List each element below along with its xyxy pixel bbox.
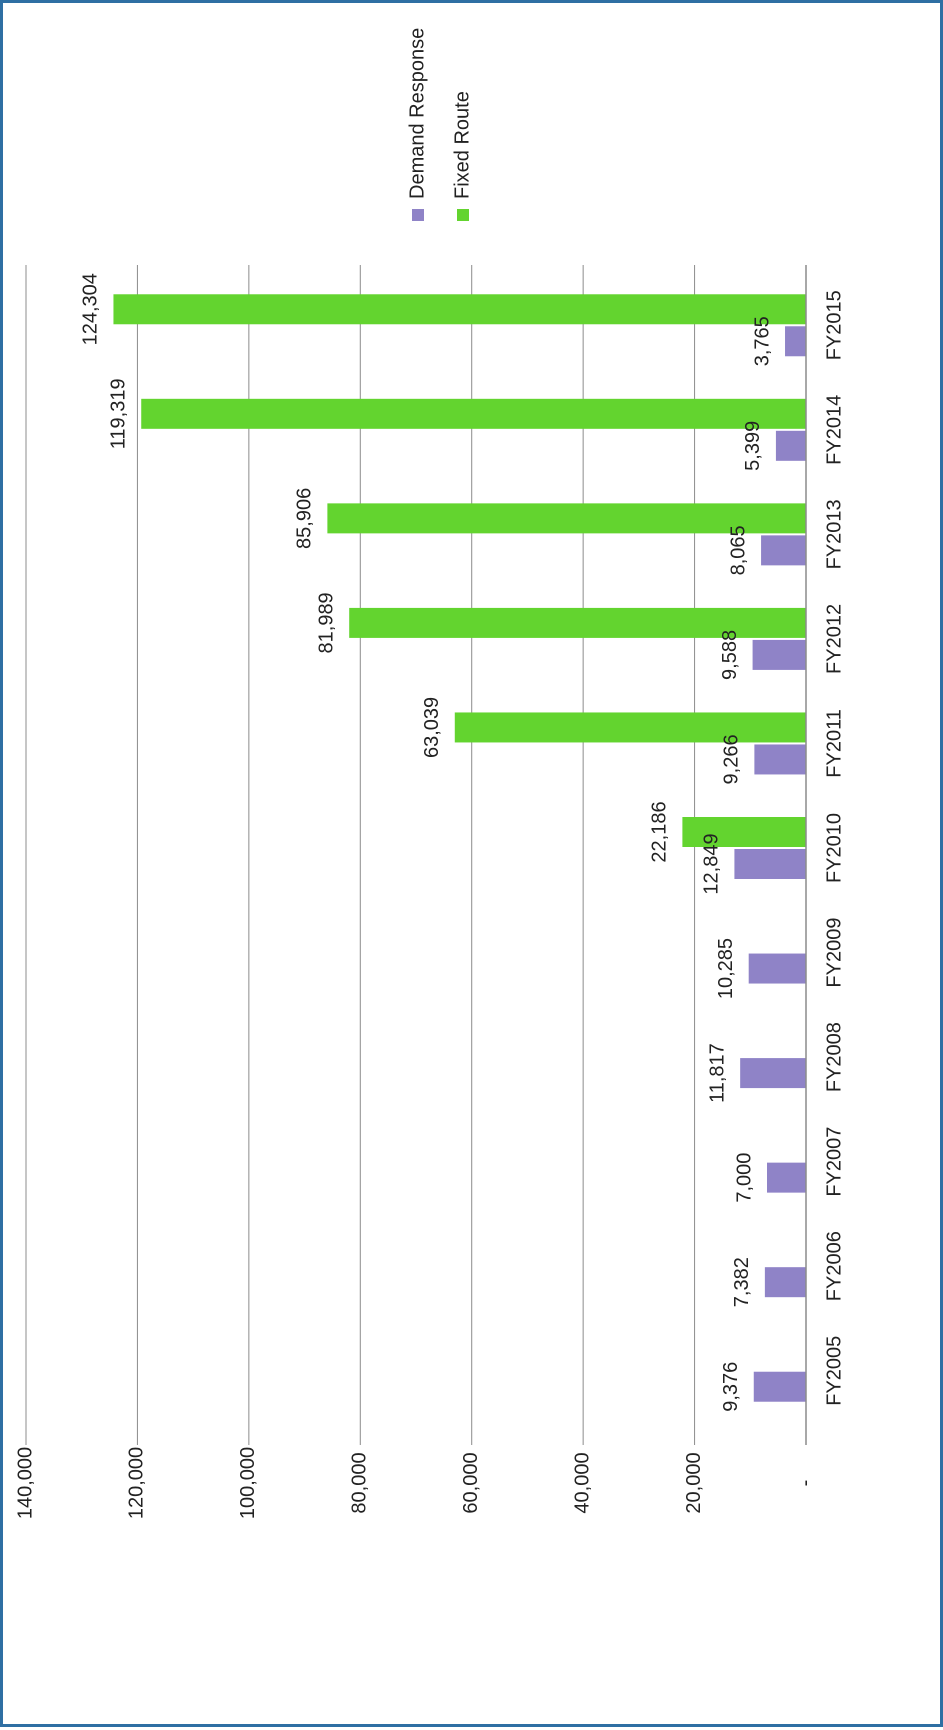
bar-fixed-route xyxy=(327,503,806,534)
bar-demand-response xyxy=(764,1267,806,1298)
bar-demand-response xyxy=(753,1371,806,1402)
data-label-fixed-route: 119,319 xyxy=(108,378,130,449)
legend-swatch xyxy=(457,209,469,221)
legend-swatch xyxy=(412,209,424,221)
data-label-demand-response: 10,285 xyxy=(715,938,737,999)
gridlines xyxy=(25,265,696,1445)
category-label: FY2015 xyxy=(823,290,845,360)
bar-demand-response xyxy=(761,535,806,566)
value-tick-label: - xyxy=(794,1480,816,1487)
legend-label: Fixed Route xyxy=(451,91,473,199)
data-label-fixed-route: 63,039 xyxy=(421,697,443,758)
bar-fixed-route xyxy=(682,817,806,847)
value-tick-label: 20,000 xyxy=(683,1452,705,1513)
data-label-demand-response: 9,266 xyxy=(721,734,743,784)
category-label: FY2005 xyxy=(823,1336,845,1406)
value-tick-label: 100,000 xyxy=(237,1447,259,1519)
bar-demand-response xyxy=(754,744,806,775)
bar-demand-response xyxy=(748,953,806,984)
category-label: FY2010 xyxy=(823,813,845,883)
bar-demand-response xyxy=(752,639,806,670)
category-label: FY2013 xyxy=(823,499,845,569)
data-label-fixed-route: 22,186 xyxy=(649,801,671,862)
bar-chart: 9,376 7,382 7,000 11,817 10,285 12,849 22,186 9… xyxy=(14,28,845,1519)
data-label-demand-response: 7,382 xyxy=(731,1257,753,1307)
category-label: FY2006 xyxy=(823,1231,845,1301)
data-label-demand-response: 8,065 xyxy=(727,525,749,575)
data-label-demand-response: 9,588 xyxy=(719,630,741,680)
legend: Demand Response Fixed Route xyxy=(406,28,473,221)
value-tick-label: 60,000 xyxy=(460,1452,482,1513)
bar-demand-response xyxy=(785,326,806,357)
data-label-demand-response: 9,376 xyxy=(720,1362,742,1412)
category-axis: FY2005 FY2006 FY2007 FY2008 FY2009 FY2010 FY20… xyxy=(805,265,845,1445)
category-label: FY2007 xyxy=(823,1127,845,1197)
category-label: FY2014 xyxy=(823,395,845,465)
data-label-demand-response: 12,849 xyxy=(701,833,723,894)
bar-fixed-route xyxy=(454,712,806,743)
data-labels: 9,376 7,382 7,000 11,817 10,285 12,849 22,186 9… xyxy=(80,273,774,1412)
bar-fixed-route xyxy=(113,294,806,325)
data-label-fixed-route: 124,304 xyxy=(80,273,102,345)
data-label-demand-response: 7,000 xyxy=(733,1153,755,1203)
value-tick-label: 80,000 xyxy=(349,1452,371,1513)
bar-fixed-route xyxy=(349,607,806,638)
data-label-demand-response: 5,399 xyxy=(742,421,764,471)
data-label-demand-response: 3,765 xyxy=(751,316,773,366)
value-tick-label: 40,000 xyxy=(571,1452,593,1513)
bar-demand-response xyxy=(775,430,806,461)
category-label: FY2009 xyxy=(823,918,845,988)
value-axis: - 20,000 40,000 60,000 80,000 100,000 120,000 1… xyxy=(14,1447,816,1519)
bar-demand-response xyxy=(767,1162,806,1193)
data-label-fixed-route: 85,906 xyxy=(294,488,316,549)
category-label: FY2008 xyxy=(823,1022,845,1092)
data-label-fixed-route: 81,989 xyxy=(315,592,337,653)
bars xyxy=(113,294,806,1402)
bar-fixed-route xyxy=(141,398,806,429)
category-label: FY2012 xyxy=(823,604,845,674)
bar-demand-response xyxy=(740,1058,806,1089)
bar-demand-response xyxy=(734,849,806,879)
legend-label: Demand Response xyxy=(406,28,428,199)
value-tick-label: 140,000 xyxy=(14,1447,36,1519)
category-label: FY2011 xyxy=(823,709,845,778)
value-tick-label: 120,000 xyxy=(126,1447,148,1519)
data-label-demand-response: 11,817 xyxy=(706,1043,728,1103)
